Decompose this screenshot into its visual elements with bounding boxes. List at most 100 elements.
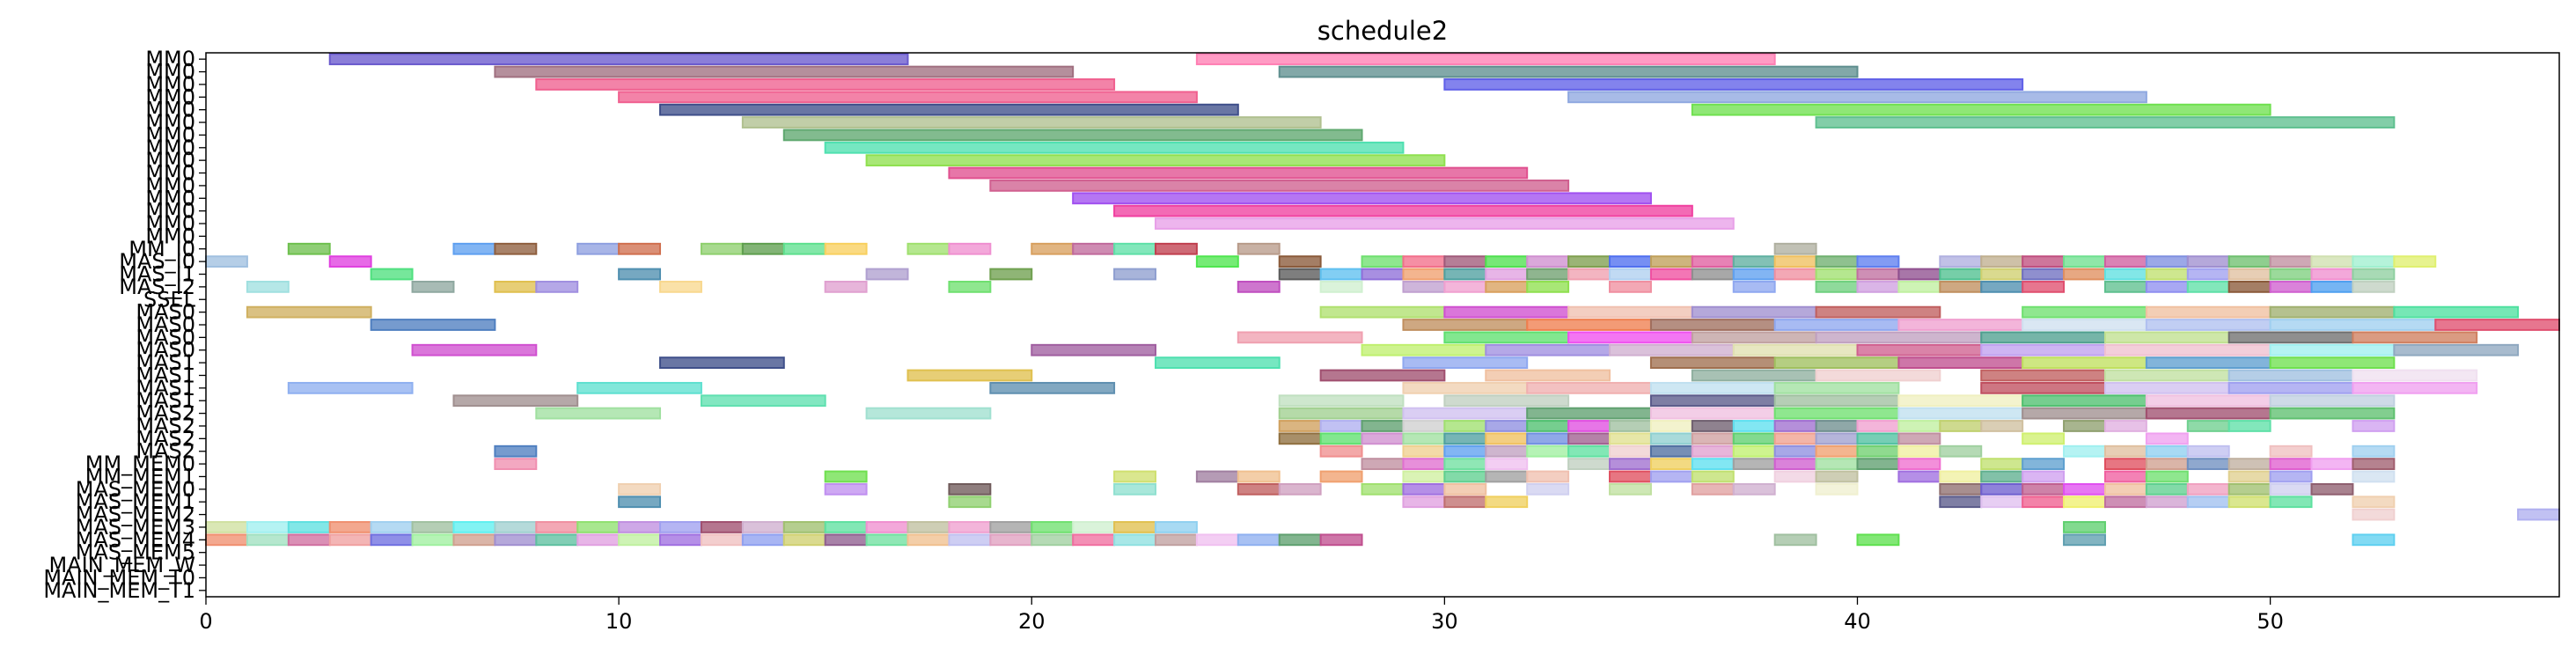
- task-bar: [2269, 343, 2396, 356]
- task-bar: [1897, 458, 1941, 470]
- task-bar: [2269, 407, 2396, 420]
- task-bar: [205, 255, 248, 268]
- task-bar: [1443, 268, 1487, 281]
- task-bar: [2310, 458, 2354, 470]
- task-bar: [906, 369, 1033, 382]
- task-bar: [535, 407, 662, 420]
- task-bar: [1113, 204, 1693, 217]
- task-bar: [2269, 280, 2313, 293]
- y-tick-label: MM0: [145, 110, 195, 135]
- task-bar: [1649, 407, 1776, 420]
- task-bar: [2063, 255, 2106, 268]
- task-bar: [1773, 432, 1817, 445]
- task-bar: [1649, 356, 1776, 370]
- task-bar: [287, 533, 331, 547]
- task-bar: [1609, 420, 1652, 432]
- task-bar: [1691, 420, 1735, 432]
- task-bar: [1773, 381, 1900, 394]
- task-bar: [1361, 432, 1405, 445]
- task-bar: [2145, 470, 2189, 483]
- task-bar: [1113, 521, 1156, 533]
- task-bar: [2352, 381, 2478, 394]
- task-bar: [535, 521, 579, 533]
- task-bar: [1402, 470, 1446, 483]
- task-bar: [1773, 394, 1900, 408]
- task-bar: [659, 533, 702, 547]
- x-tick-label: 0: [199, 609, 212, 634]
- task-bar: [1980, 268, 2024, 281]
- y-tick-label: MAS0: [136, 325, 195, 349]
- task-bar: [2145, 432, 2189, 445]
- y-tick-label: MAS_MEM4: [76, 527, 195, 552]
- task-bar: [1649, 444, 1693, 458]
- task-bar: [1897, 268, 1941, 281]
- y-tick-label: MAS_I2: [119, 275, 195, 299]
- task-bar: [865, 521, 909, 533]
- task-bar: [1773, 458, 1817, 470]
- task-bar: [411, 280, 455, 293]
- task-bar: [1856, 420, 1900, 432]
- y-tick-label: MAIN_MEM_T1: [43, 578, 195, 603]
- x-tick-label: 50: [2257, 609, 2284, 634]
- task-bar: [1856, 280, 1900, 293]
- task-bar: [1980, 255, 2024, 268]
- task-bar: [1567, 420, 1611, 432]
- task-bar: [618, 521, 662, 533]
- task-bar: [1443, 470, 1487, 483]
- task-bar: [2269, 305, 2396, 319]
- task-bar: [824, 141, 1405, 154]
- task-bar: [2393, 343, 2520, 356]
- task-bar: [1485, 444, 1529, 458]
- task-bar: [1732, 420, 1776, 432]
- task-bar: [1319, 533, 1363, 547]
- task-bar: [1154, 533, 1198, 547]
- task-bar: [1939, 470, 1983, 483]
- y-tick-label: MM_MEM1: [85, 464, 195, 488]
- task-bar: [1402, 496, 1446, 509]
- task-bar: [1815, 458, 1859, 470]
- task-bar: [2269, 356, 2396, 370]
- y-tick-label: MAS1: [136, 388, 195, 413]
- task-bar: [1815, 280, 1859, 293]
- task-bar: [1980, 369, 2106, 382]
- y-tick-label: MAS_MEM0: [76, 477, 195, 502]
- task-bar: [2227, 268, 2271, 281]
- task-bar: [618, 482, 662, 496]
- task-bar: [411, 533, 455, 547]
- task-bar: [2269, 458, 2313, 470]
- task-bar: [1443, 420, 1487, 432]
- task-bar: [1649, 319, 1776, 331]
- x-tick-label: 30: [1431, 609, 1458, 634]
- task-bar: [2186, 458, 2230, 470]
- task-bar: [1815, 331, 1983, 344]
- task-bar: [1897, 394, 2024, 408]
- task-bar: [2103, 255, 2147, 268]
- task-bar: [2103, 280, 2147, 293]
- task-bar: [1526, 268, 1570, 281]
- task-bar: [1567, 268, 1611, 281]
- task-bar: [287, 242, 331, 255]
- task-bar: [1402, 407, 1529, 420]
- task-bar: [989, 381, 1116, 394]
- task-bar: [2393, 255, 2437, 268]
- task-bar: [1691, 305, 1817, 319]
- task-bar: [782, 242, 826, 255]
- task-bar: [618, 242, 662, 255]
- task-bar: [1649, 268, 1693, 281]
- task-bar: [1567, 305, 1693, 319]
- y-tick-label: MM0: [145, 136, 195, 160]
- task-bar: [948, 496, 992, 509]
- task-bar: [1939, 420, 1983, 432]
- task-bar: [1897, 356, 2024, 370]
- task-bar: [1939, 280, 1983, 293]
- task-bar: [2022, 470, 2066, 483]
- y-tick-label: MM0: [145, 148, 195, 173]
- task-bar: [2103, 331, 2230, 344]
- task-bar: [1609, 268, 1652, 281]
- task-bar: [1567, 458, 1611, 470]
- task-bar: [1526, 255, 1570, 268]
- y-tick-label: MAS_MEM3: [76, 515, 195, 540]
- task-bar: [1072, 533, 1116, 547]
- y-tick-label: MAIN_MEM_W: [49, 553, 195, 577]
- task-bar: [1485, 458, 1529, 470]
